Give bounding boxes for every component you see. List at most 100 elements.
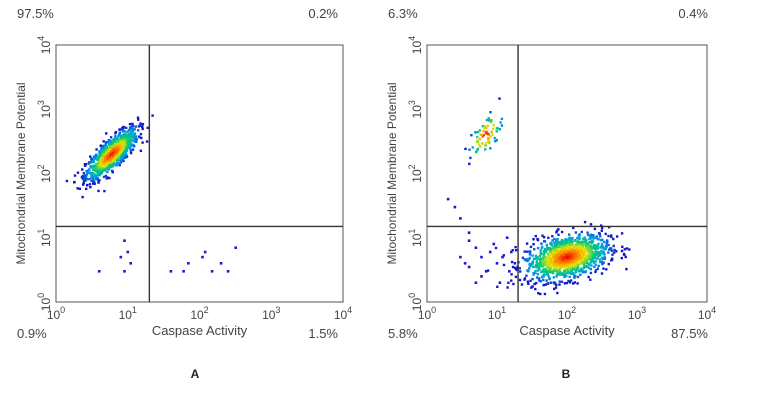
cell-point [133,132,137,135]
cell-point [535,263,538,267]
cell-point [601,262,604,266]
cell-point [109,139,112,142]
cell-point [476,135,479,139]
cell-point [116,148,119,151]
cell-point [115,159,118,162]
cell-point [570,259,573,262]
cell-point [594,236,597,239]
cell-point [514,249,518,252]
quadrant-upper-left-percent: 97.5% [17,6,54,21]
cell-point [487,119,491,122]
cell-point [571,249,575,252]
cell-point [116,136,119,140]
cell-point [113,162,116,165]
cell-point [553,237,556,241]
cell-point [558,273,561,276]
cell-point [490,131,493,134]
cell-point [98,156,101,160]
cell-point [494,246,498,250]
cell-point [91,164,95,168]
cell-point [118,131,121,134]
cell-point [542,250,546,253]
cell-point [112,162,115,165]
cell-point [111,171,114,174]
cell-point [526,250,529,253]
quadrant-upper-left-percent: 6.3% [388,6,418,21]
cell-point [120,145,123,148]
cell-point [561,265,564,269]
cell-point [547,263,550,266]
cell-point [104,153,108,156]
cell-point [483,125,487,128]
cell-point [111,159,114,163]
cell-point [586,231,589,234]
cell-point [95,178,98,181]
cell-point [101,155,104,158]
cell-point [556,259,559,262]
cell-point [122,126,126,129]
cell-point [130,144,133,147]
cell-point [549,266,552,270]
cell-point [599,260,602,264]
cell-point [599,235,602,238]
cell-point [81,168,84,171]
cell-point [210,270,214,273]
x-tick-label: 104 [334,305,352,322]
cell-point [555,264,558,268]
cell-point [539,262,542,266]
cell-point [568,249,571,252]
cell-point [505,236,509,239]
cell-point [107,155,110,158]
cell-point [550,242,553,246]
cell-point [169,270,173,273]
cell-point [495,138,498,142]
cell-point [538,279,541,282]
cell-point [107,164,111,168]
cell-point [586,265,589,268]
cell-point [132,133,135,136]
cell-point [568,280,571,283]
cell-point [574,250,577,253]
cell-point [572,272,575,275]
quadrant-upper-right-percent: 0.4% [678,6,708,21]
cell-point [563,266,566,269]
cell-point [97,166,100,170]
cell-point [594,246,597,250]
cell-point [536,273,540,276]
cell-point [612,244,615,248]
cell-point [542,283,545,287]
cell-point [566,264,570,267]
cell-point [560,240,564,243]
cell-point [540,242,543,245]
cell-point [607,251,610,254]
cell-point [603,256,606,259]
cell-point [560,258,564,262]
cell-point [550,260,553,264]
cell-point [471,146,474,149]
cell-point [589,250,593,253]
cell-point [108,146,112,149]
cell-point [100,153,103,156]
cell-point [551,270,554,274]
cell-point [100,147,103,151]
cell-point [562,245,565,248]
cell-point [580,248,584,251]
cell-point [508,270,511,273]
quadrant-lower-left-percent: 5.8% [388,326,418,341]
cell-point [541,257,544,260]
cell-point [576,266,580,270]
cell-point [525,242,529,245]
cell-point [99,144,102,147]
cell-point [121,146,124,150]
cell-point [131,124,134,127]
cell-point [467,239,471,242]
cell-point [131,139,134,142]
cell-point [128,122,132,126]
quadrant-lower-left-percent: 0.9% [17,326,47,341]
cell-point [182,270,185,273]
cell-point [573,263,576,266]
cell-point [620,232,624,235]
cell-point [564,268,567,272]
cell-point [106,170,109,174]
cell-point [589,254,592,258]
